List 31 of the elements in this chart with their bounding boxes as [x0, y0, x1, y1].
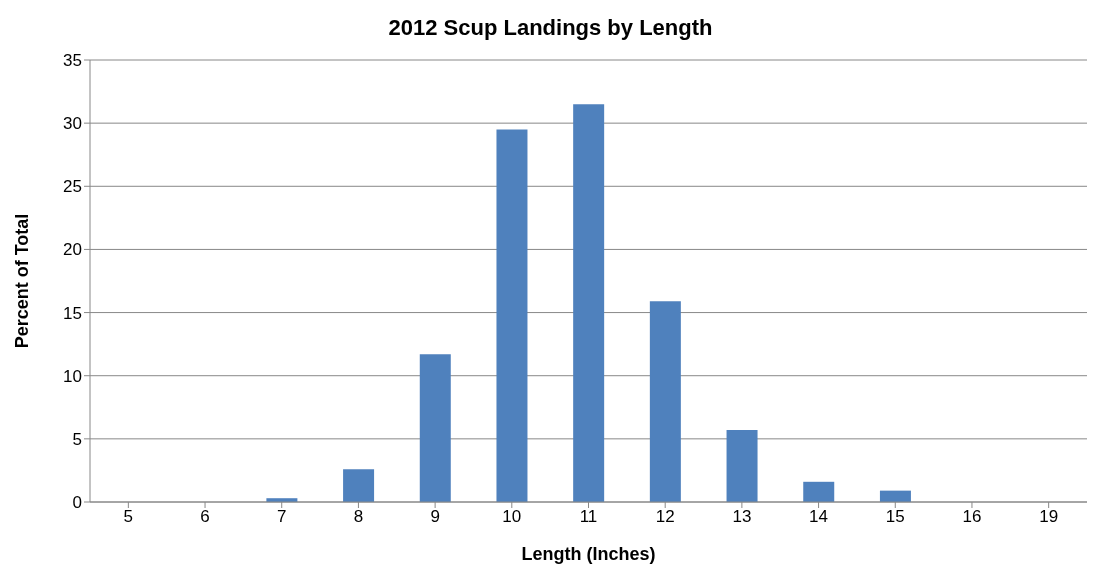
- y-tick-label: 20: [63, 240, 82, 260]
- chart-title: 2012 Scup Landings by Length: [387, 14, 714, 42]
- x-tick-label: 7: [277, 507, 287, 527]
- x-tick-label: 16: [962, 507, 982, 527]
- x-axis-title: Length (Inches): [521, 544, 656, 564]
- y-tick-label: 30: [63, 114, 82, 134]
- x-tick-label: 5: [123, 507, 134, 527]
- bar: [573, 104, 605, 502]
- x-tick-label: 14: [809, 507, 829, 527]
- bar: [419, 354, 451, 502]
- bar: [496, 129, 528, 502]
- y-tick-label: 25: [63, 177, 82, 197]
- y-tick-label: 10: [63, 366, 82, 386]
- x-tick-label: 8: [353, 507, 364, 527]
- y-tick-label: 35: [63, 51, 82, 71]
- x-tick-label: 9: [430, 507, 440, 527]
- y-tick-label: 15: [63, 303, 82, 323]
- y-tick-label: 0: [72, 493, 82, 513]
- bar: [803, 481, 835, 502]
- x-tick-label: 12: [655, 507, 675, 527]
- x-tick-label: 11: [579, 507, 598, 527]
- x-tick-label: 15: [885, 507, 905, 527]
- y-tick-label: 5: [72, 429, 82, 449]
- bar: [726, 430, 758, 502]
- bar: [649, 301, 681, 502]
- y-axis-title: Percent of Total: [12, 213, 33, 349]
- bar: [343, 469, 375, 502]
- x-tick-label: 10: [502, 507, 522, 527]
- x-tick-label: 19: [1039, 507, 1059, 527]
- x-tick-label: 13: [732, 507, 752, 527]
- x-tick-label: 6: [200, 507, 210, 527]
